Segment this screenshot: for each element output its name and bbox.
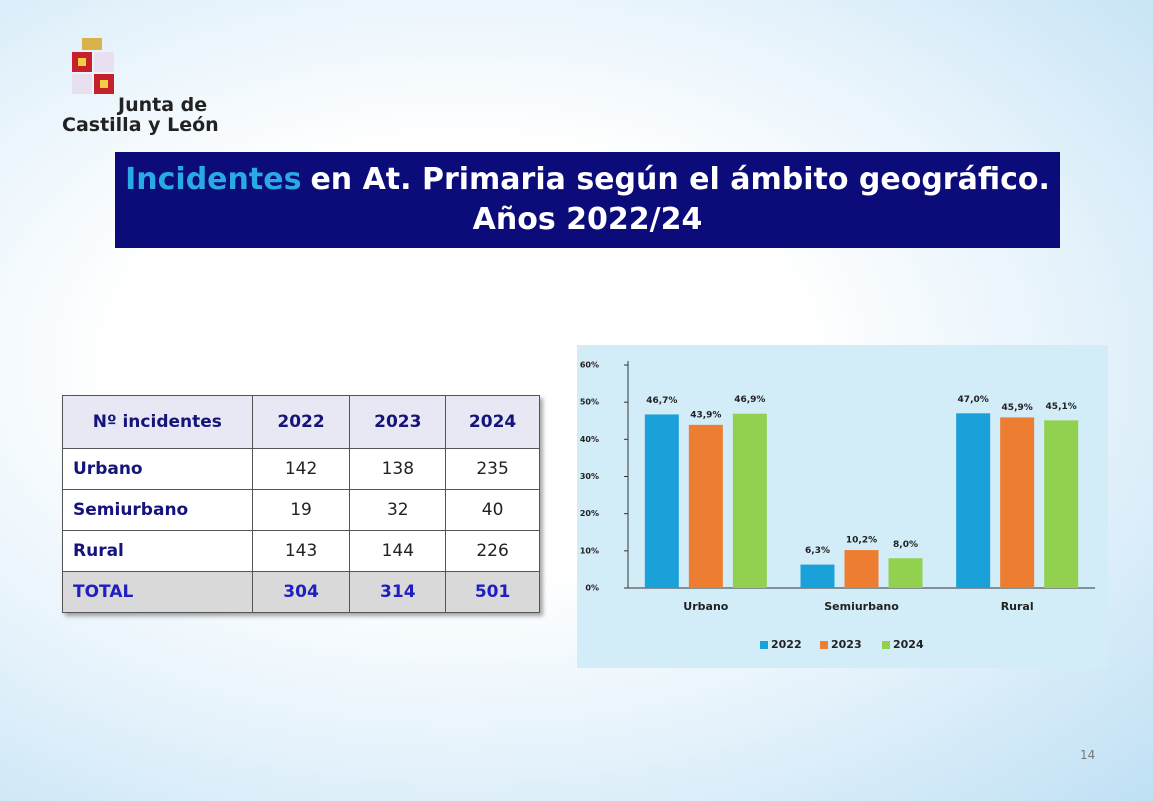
title: Incidentes en At. Primaria según el ámbit… — [115, 152, 1060, 248]
x-tick-label: Semiurbano — [824, 600, 899, 613]
title-highlight: Incidentes — [125, 162, 302, 197]
bar — [844, 550, 879, 588]
table-cell: 142 — [251, 448, 351, 490]
x-tick-label: Rural — [1001, 600, 1034, 613]
y-tick-label: 50% — [580, 398, 599, 407]
table-cell: 501 — [445, 571, 540, 613]
value-label: 43,9% — [690, 410, 721, 420]
value-label: 47,0% — [958, 395, 989, 405]
table-cell: 226 — [445, 530, 540, 572]
table-cell: Rural — [62, 530, 253, 572]
legend-swatch — [882, 641, 890, 649]
table: Nº incidentes 2022 2023 2024 Urbano 142 13… — [62, 395, 540, 613]
table-cell: Semiurbano — [62, 489, 253, 531]
value-label: 45,1% — [1046, 402, 1077, 412]
logo-shield — [72, 38, 114, 94]
legend-label: 2023 — [831, 638, 862, 651]
value-label: 45,9% — [1002, 403, 1033, 413]
legend-swatch — [820, 641, 828, 649]
table-cell: Urbano — [62, 448, 253, 490]
value-label: 46,9% — [734, 395, 765, 405]
header-cell: 2024 — [445, 395, 540, 449]
title-text: Años 2022/24 — [472, 202, 703, 237]
y-tick-label: 20% — [580, 509, 599, 518]
legend-label: 2024 — [893, 638, 924, 651]
bar — [1000, 417, 1035, 588]
y-tick-label: 30% — [580, 472, 599, 481]
chart: 0% 10% 20% 30% 40% 50% 60% Urbano 46,7% 43,9% 46,9… — [577, 345, 1108, 668]
logo-text: Castilla y León — [62, 114, 219, 136]
table-header: Nº incidentes 2022 2023 2024 — [62, 395, 540, 449]
bar — [956, 413, 991, 588]
table-row: Semiurbano 19 32 40 — [62, 489, 540, 531]
table-cell: 40 — [445, 489, 540, 531]
bar — [732, 413, 767, 588]
x-tick-label: Urbano — [683, 600, 728, 613]
title-text: en At. Primaria según el ámbito geográfi… — [310, 162, 1050, 197]
table-row: Urbano 142 138 235 — [62, 448, 540, 490]
bar — [888, 558, 923, 588]
value-label: 6,3% — [805, 546, 830, 556]
table-cell: 143 — [251, 530, 351, 572]
table-cell: 144 — [349, 530, 447, 572]
table-cell: 314 — [349, 571, 447, 613]
value-label: 8,0% — [893, 540, 918, 550]
value-label: 10,2% — [846, 536, 877, 546]
y-tick-label: 40% — [580, 435, 599, 444]
y-tick-label: 10% — [580, 546, 599, 555]
table-cell: 32 — [349, 489, 447, 531]
header-cell: 2022 — [251, 395, 351, 449]
table-cell: 304 — [251, 571, 351, 613]
table-cell: 138 — [349, 448, 447, 490]
bar — [644, 414, 679, 588]
legend-label: 2022 — [771, 638, 802, 651]
page-number: 14 — [1080, 748, 1096, 762]
bar — [688, 424, 723, 588]
table-row: Rural 143 144 226 — [62, 530, 540, 572]
value-label: 46,7% — [646, 396, 677, 406]
bar — [1044, 420, 1079, 588]
header-cell: 2023 — [349, 395, 447, 449]
y-tick-label: 0% — [585, 584, 599, 593]
table-cell: 235 — [445, 448, 540, 490]
y-tick-label: 60% — [580, 361, 599, 370]
legend-swatch — [760, 641, 768, 649]
table-cell: TOTAL — [62, 571, 253, 613]
logo-text: Junta de — [118, 94, 208, 116]
table-row: TOTAL 304 314 501 — [62, 571, 540, 613]
table-cell: 19 — [251, 489, 351, 531]
header-cell: Nº incidentes — [62, 395, 253, 449]
bar — [800, 564, 835, 588]
